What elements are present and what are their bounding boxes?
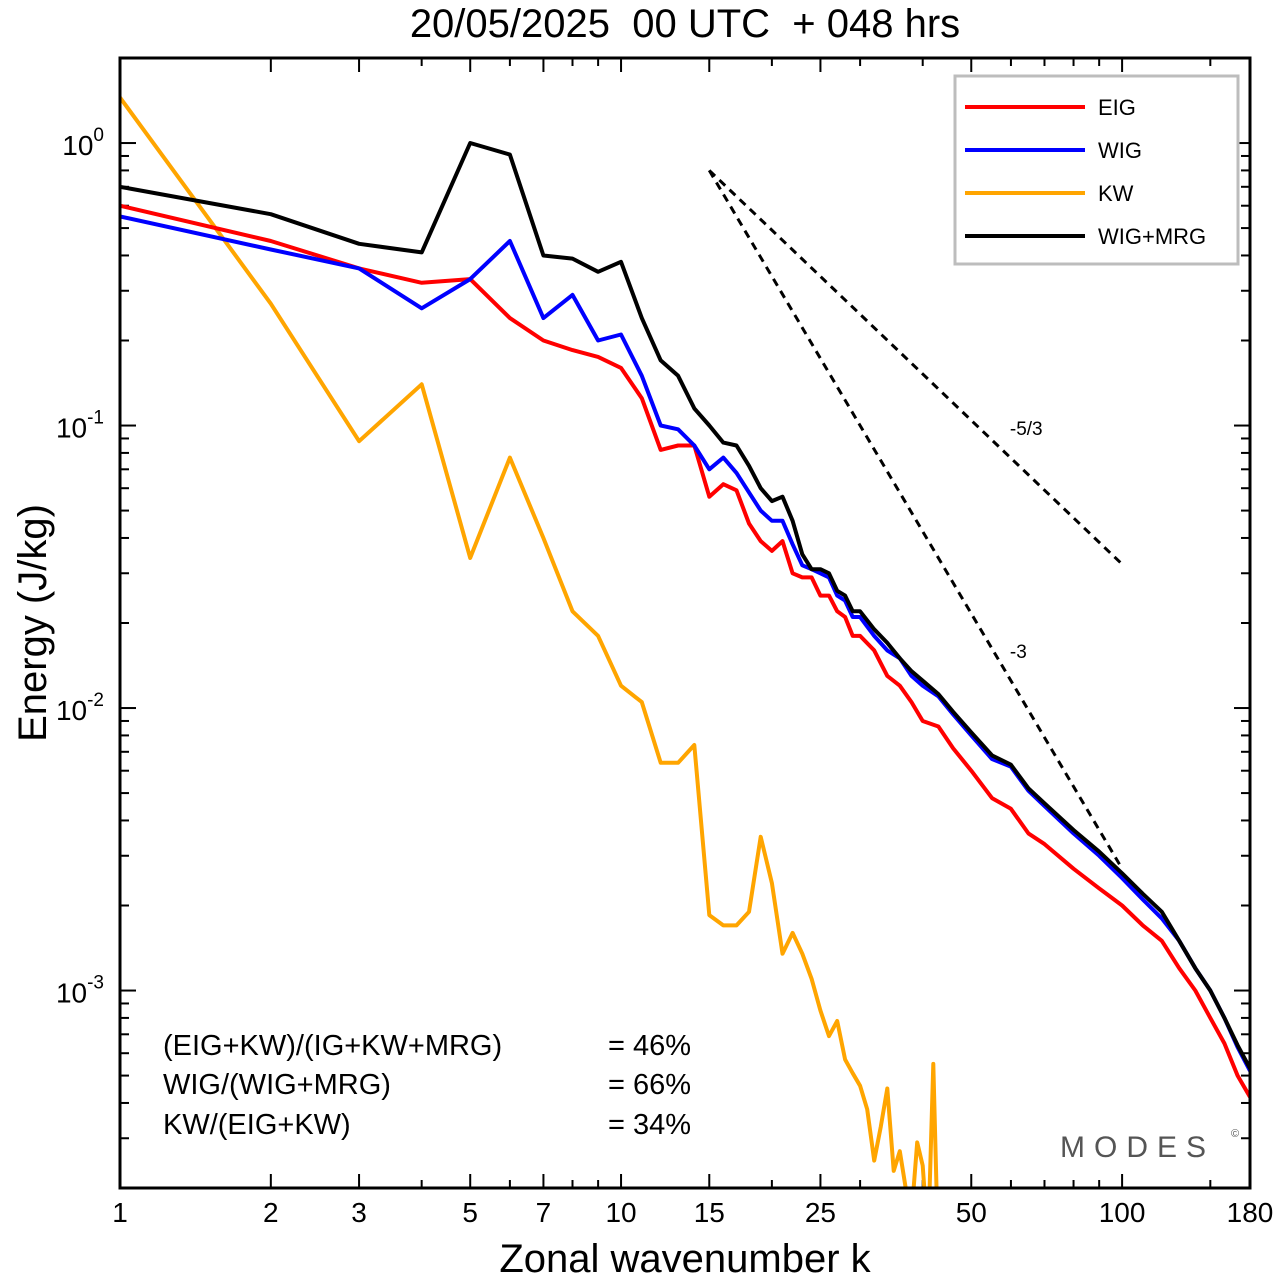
legend-label: EIG <box>1098 95 1136 120</box>
plot-frame <box>118 56 1252 1190</box>
series-line-wig <box>120 214 1250 1072</box>
legend-label: WIG <box>1098 138 1142 163</box>
slope-line-5-3 <box>708 169 1124 566</box>
stat-value-kw-ratio: = 34% <box>608 1109 691 1141</box>
chart-title: 20/05/2025 00 UTC + 048 hrs <box>410 2 960 46</box>
x-tick-label-5: 5 <box>462 1197 478 1228</box>
stat-value-eig-kw-ratio: = 46% <box>608 1030 691 1062</box>
stat-label-kw-ratio: KW/(EIG+KW) <box>163 1109 351 1141</box>
legend-item-wig: WIG <box>965 138 1142 163</box>
y-tick-label: 10-2 <box>56 690 104 726</box>
legend-label: WIG+MRG <box>1098 224 1206 249</box>
slope-label-3: -3 <box>1010 642 1027 663</box>
x-tick-label-10: 10 <box>605 1197 636 1228</box>
legend-label: KW <box>1098 181 1134 206</box>
x-tick-label-2: 2 <box>263 1197 279 1228</box>
reference-slope-lines: -5/3 -3 <box>707 169 1124 870</box>
series-line-wig-mrg <box>120 141 1250 1070</box>
x-tick-label-100: 100 <box>1099 1197 1146 1228</box>
slope-line-3 <box>707 169 1124 870</box>
modes-logo-text: MODES <box>1060 1131 1215 1164</box>
series-line-eig <box>120 203 1250 1099</box>
x-axis-label: Zonal wavenumber k <box>499 1237 871 1281</box>
stat-label-eig-kw-ratio: (EIG+KW)/(IG+KW+MRG) <box>163 1030 502 1062</box>
x-tick-label-180: 180 <box>1227 1197 1274 1228</box>
stat-value-wig-ratio: = 66% <box>608 1069 691 1101</box>
legend-item-kw: KW <box>965 181 1134 206</box>
modes-logo: MODES © <box>1060 1128 1239 1164</box>
series-line-kw <box>120 96 939 1188</box>
x-tick-label-3: 3 <box>351 1197 367 1228</box>
y-axis-label: Energy (J/kg) <box>11 504 55 742</box>
x-tick-label-7: 7 <box>536 1197 552 1228</box>
x-tick-label-25: 25 <box>805 1197 836 1228</box>
y-tick-label: 10-1 <box>56 408 104 444</box>
copyright-mark: © <box>1231 1128 1239 1140</box>
statistics-block: (EIG+KW)/(IG+KW+MRG) = 46% WIG/(WIG+MRG)… <box>163 1030 691 1141</box>
x-tick-labels: 1 2 3 5 7 10 15 25 50 100 180 <box>112 1197 1273 1228</box>
slope-label-5-3: -5/3 <box>1010 419 1043 440</box>
legend-item-eig: EIG <box>965 95 1136 120</box>
y-tick-labels: 100 10-1 10-2 10-3 <box>56 125 104 1009</box>
stat-label-wig-ratio: WIG/(WIG+MRG) <box>163 1069 391 1101</box>
y-tick-label: 10-3 <box>56 973 104 1009</box>
y-tick-label: 100 <box>62 125 104 161</box>
legend: EIG WIG KW WIG+MRG <box>953 74 1240 266</box>
legend-item-wig-mrg: WIG+MRG <box>965 224 1206 249</box>
data-series <box>120 96 1250 1188</box>
x-tick-label-15: 15 <box>694 1197 725 1228</box>
x-tick-label-1: 1 <box>112 1197 128 1228</box>
x-tick-label-50: 50 <box>956 1197 987 1228</box>
